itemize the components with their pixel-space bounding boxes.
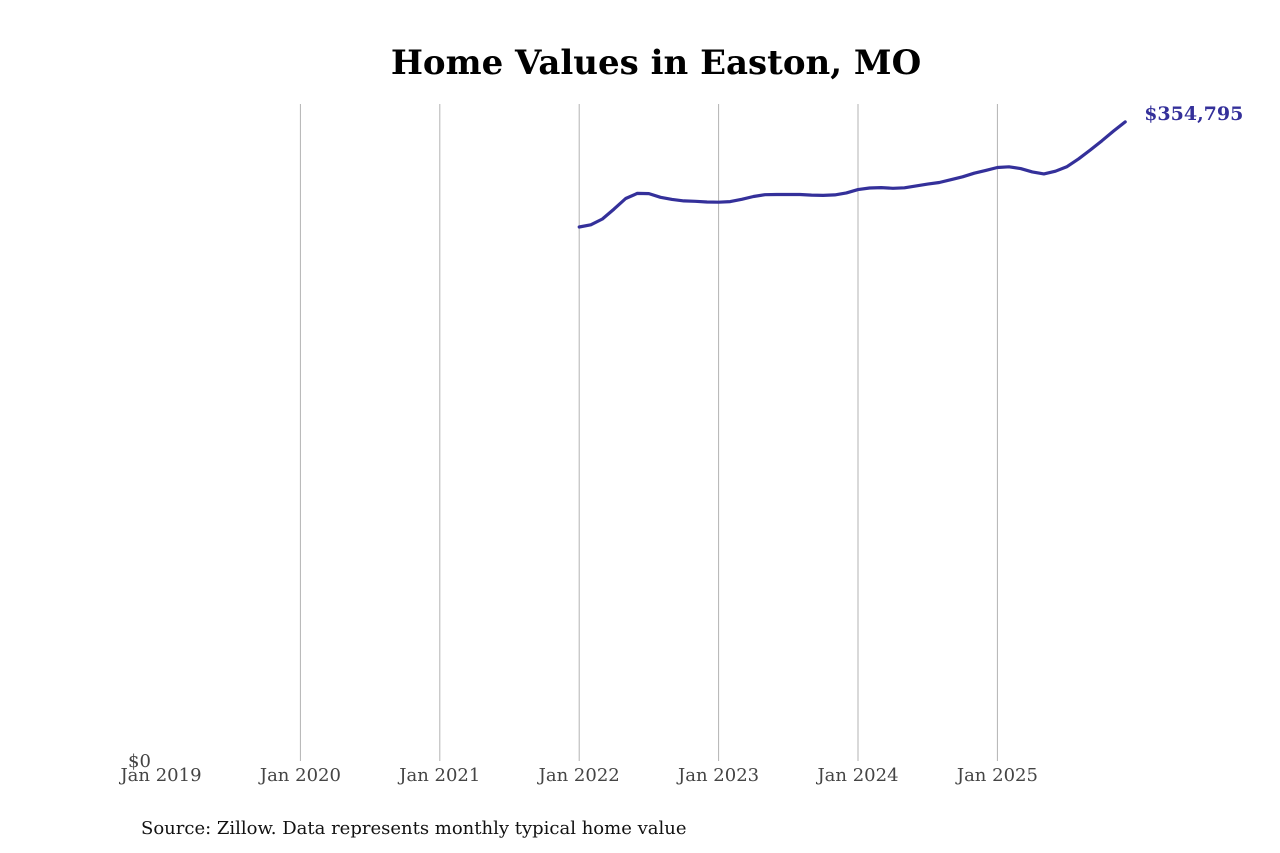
x-axis-ticks: Jan 2019 Jan 2020 Jan 2021 Jan 2022 Jan 2023… bbox=[118, 765, 1037, 786]
x-tick-label: Jan 2024 bbox=[815, 765, 898, 786]
chart-title: Home Values in Easton, MO bbox=[391, 43, 921, 83]
x-tick-label: Jan 2021 bbox=[397, 765, 480, 786]
x-tick-label: Jan 2019 bbox=[118, 765, 201, 786]
source-note: Source: Zillow. Data represents monthly … bbox=[141, 818, 687, 839]
y-tick-label: $0 bbox=[128, 751, 151, 772]
x-tick-label: Jan 2020 bbox=[258, 765, 341, 786]
end-value-label: $354,795 bbox=[1144, 103, 1243, 125]
y-axis-ticks: $0 bbox=[128, 751, 151, 772]
series-line bbox=[577, 120, 1127, 229]
gridlines bbox=[299, 104, 998, 761]
x-tick-label: Jan 2022 bbox=[537, 765, 620, 786]
x-tick-label: Jan 2023 bbox=[676, 765, 759, 786]
x-tick-label: Jan 2025 bbox=[955, 765, 1038, 786]
